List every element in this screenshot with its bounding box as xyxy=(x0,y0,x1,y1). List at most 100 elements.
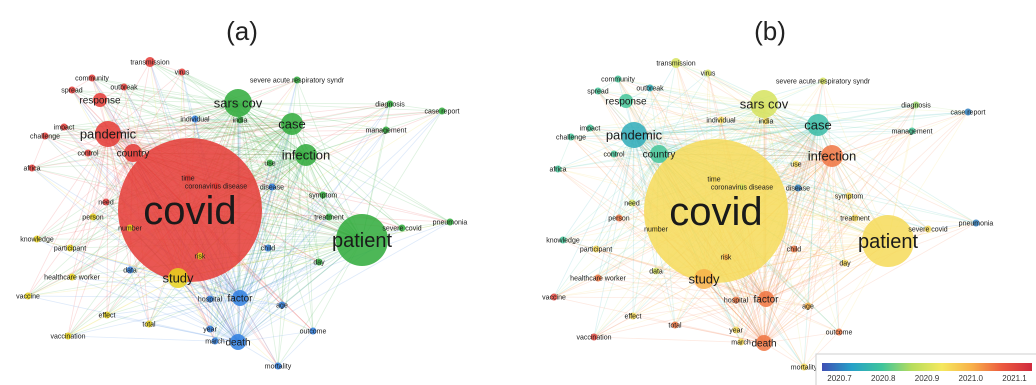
co-occurrence-link xyxy=(305,154,403,229)
term-label-mortality-a: mortality xyxy=(265,363,292,370)
co-occurrence-link xyxy=(593,298,767,338)
term-label-need-a: need xyxy=(98,199,114,206)
co-occurrence-link xyxy=(674,240,889,326)
co-occurrence-link xyxy=(237,102,307,156)
term-node-outcome-a xyxy=(309,327,317,335)
co-occurrence-link xyxy=(107,129,387,135)
co-occurrence-link xyxy=(597,153,660,279)
term-node-death-a xyxy=(230,334,246,350)
co-occurrence-link xyxy=(107,102,239,135)
co-occurrence-link xyxy=(915,104,969,113)
co-occurrence-link xyxy=(385,103,391,131)
co-occurrence-link xyxy=(107,79,298,135)
co-occurrence-link xyxy=(763,217,856,344)
co-occurrence-link xyxy=(107,103,391,135)
co-occurrence-link xyxy=(763,103,833,157)
co-occurrence-link xyxy=(625,100,819,126)
term-node-outbreak-b xyxy=(646,84,654,92)
term-label-child-a: child xyxy=(261,245,276,252)
co-occurrence-link xyxy=(106,314,239,343)
co-occurrence-link xyxy=(291,123,387,131)
co-occurrence-link xyxy=(149,61,363,241)
co-occurrence-link xyxy=(807,155,833,307)
term-label-need-b: need xyxy=(624,200,640,207)
term-label-vaccine-b: vaccine xyxy=(542,294,566,301)
term-label-use-a: use xyxy=(264,160,275,167)
co-occurrence-link xyxy=(123,86,239,104)
co-occurrence-link xyxy=(557,103,765,170)
co-occurrence-link xyxy=(99,99,239,104)
co-occurrence-link xyxy=(765,298,805,368)
co-occurrence-link xyxy=(237,102,330,218)
co-occurrence-link xyxy=(557,136,572,170)
co-occurrence-link xyxy=(132,71,183,154)
term-node-year-b xyxy=(732,326,740,334)
co-occurrence-link xyxy=(822,80,889,242)
co-occurrence-link xyxy=(71,89,239,104)
term-label-pneumonia-b: pneumonia xyxy=(959,220,994,227)
co-occurrence-link xyxy=(633,120,767,136)
co-occurrence-link xyxy=(803,331,840,368)
co-occurrence-link xyxy=(237,186,273,343)
term-label-death-a: death xyxy=(225,338,250,349)
co-occurrence-link xyxy=(707,72,889,242)
co-occurrence-link xyxy=(194,118,293,125)
term-node-treatment-b xyxy=(851,214,859,222)
co-occurrence-link xyxy=(237,304,283,343)
term-label-number-a: number xyxy=(118,225,142,232)
co-occurrence-link xyxy=(765,187,799,300)
term-label-person-a: person xyxy=(82,214,104,221)
co-occurrence-link xyxy=(597,90,819,126)
co-occurrence-link xyxy=(763,103,840,333)
co-occurrence-link xyxy=(31,152,134,169)
term-node-control-a xyxy=(84,149,92,157)
co-occurrence-link xyxy=(633,80,824,136)
term-node-march-a xyxy=(211,337,219,345)
term-node-virus-b xyxy=(704,69,712,77)
term-label-treatment-a: treatment xyxy=(314,214,344,221)
term-node-pandemic-a xyxy=(95,121,121,147)
co-occurrence-link xyxy=(149,61,183,73)
co-occurrence-link xyxy=(67,277,179,337)
term-label-hcw-b: healthcare worker xyxy=(570,275,626,282)
term-node-vaccine-a xyxy=(24,292,32,300)
co-occurrence-link xyxy=(817,124,856,219)
co-occurrence-link xyxy=(649,87,833,157)
co-occurrence-link xyxy=(765,124,819,300)
co-occurrence-link xyxy=(633,119,722,136)
co-occurrence-link xyxy=(740,155,833,343)
co-occurrence-link xyxy=(848,195,856,219)
co-occurrence-link xyxy=(237,261,320,343)
term-node-country-a xyxy=(124,144,142,162)
co-occurrence-link xyxy=(389,103,443,112)
co-occurrence-link xyxy=(633,103,765,136)
term-label-transmission-a: transmission xyxy=(130,59,169,66)
co-occurrence-link xyxy=(617,78,660,155)
term-node-effect-a xyxy=(103,311,111,319)
overlay-network-panel: covid patient pandemic sars cov case infectio… xyxy=(542,58,993,371)
term-node-knowledge-a xyxy=(33,235,41,243)
co-occurrence-link xyxy=(597,90,765,105)
co-occurrence-link xyxy=(557,134,635,170)
co-occurrence-link xyxy=(237,102,363,241)
term-node-risk-b xyxy=(722,253,730,261)
co-occurrence-link xyxy=(107,119,241,135)
co-occurrence-link xyxy=(209,239,363,330)
term-label-total-a: total xyxy=(142,321,156,328)
co-occurrence-link xyxy=(927,222,977,230)
co-occurrence-link xyxy=(36,238,71,249)
term-label-year-a: year xyxy=(203,326,217,333)
term-label-data-a: data xyxy=(123,267,137,274)
co-occurrence-link xyxy=(765,298,840,333)
term-node-child-b xyxy=(790,245,798,253)
co-occurrence-link xyxy=(69,133,109,249)
co-occurrence-link xyxy=(67,335,239,343)
co-occurrence-link xyxy=(720,119,889,242)
co-occurrence-link xyxy=(27,277,179,297)
co-occurrence-link xyxy=(239,247,269,299)
co-occurrence-link xyxy=(305,154,451,223)
co-occurrence-link xyxy=(291,123,330,218)
term-label-death-b: death xyxy=(751,339,776,350)
co-occurrence-link xyxy=(91,77,134,154)
term-node-outbreak-a xyxy=(120,83,128,91)
